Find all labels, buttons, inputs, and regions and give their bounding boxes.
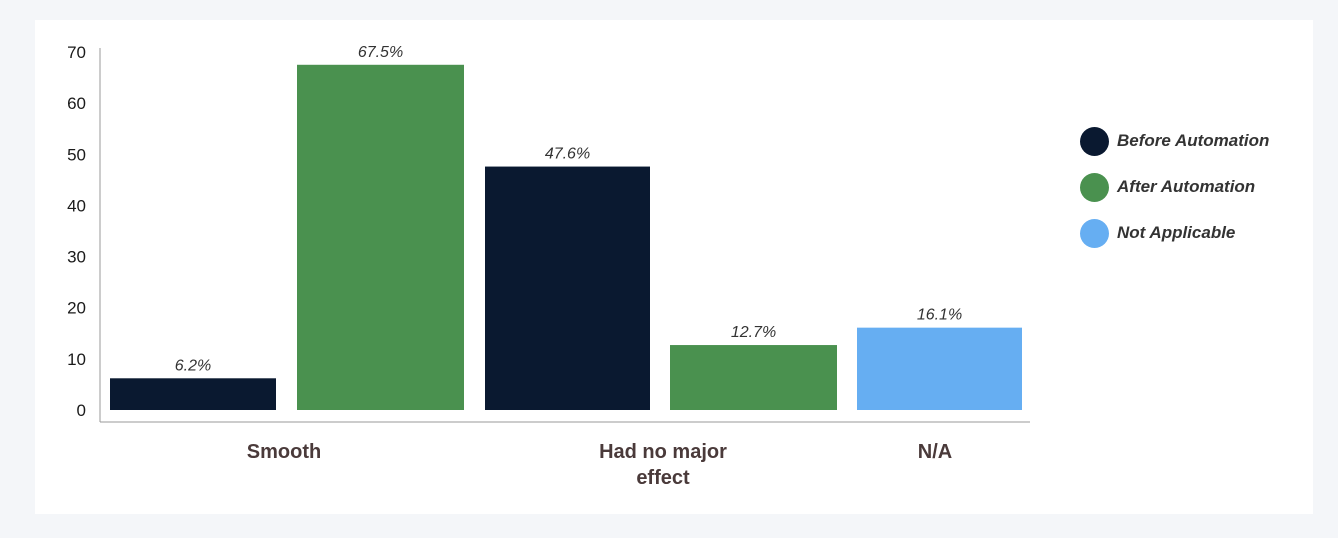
chart-card (35, 20, 1313, 514)
legend-item: After Automation (1080, 164, 1269, 210)
bar (297, 64, 464, 411)
data-label: 12.7% (731, 324, 776, 341)
category-label: Smooth (247, 441, 321, 463)
category-label: effect (636, 467, 690, 489)
legend-swatch (1080, 218, 1109, 248)
y-tick-label: 40 (67, 196, 86, 215)
y-tick-label: 20 (67, 299, 86, 318)
bar (670, 345, 837, 410)
y-tick-label: 10 (67, 350, 86, 369)
data-label: 67.5% (358, 44, 403, 61)
y-tick-label: 30 (67, 248, 86, 267)
legend-item: Before Automation (1080, 118, 1269, 164)
y-tick-label: 50 (67, 145, 86, 164)
y-tick-label: 0 (77, 401, 86, 420)
legend-label: Not Applicable (1117, 223, 1236, 242)
data-label: 47.6% (545, 146, 590, 163)
y-tick-label: 70 (67, 43, 86, 62)
legend-label: After Automation (1117, 177, 1256, 196)
data-label: 16.1% (917, 307, 962, 324)
category-label: N/A (918, 441, 952, 463)
legend-swatch (1080, 172, 1109, 202)
legend-label: Before Automation (1117, 131, 1270, 150)
chart-legend: Before Automation After Automation Not App… (1080, 118, 1269, 256)
category-label: Had no major (599, 441, 727, 463)
legend-swatch (1080, 126, 1109, 156)
bar (485, 166, 650, 410)
legend-item: Not Applicable (1080, 210, 1269, 256)
bar (110, 378, 276, 410)
y-tick-label: 60 (67, 94, 86, 113)
bar (857, 327, 1022, 410)
data-label: 6.2% (175, 357, 211, 374)
